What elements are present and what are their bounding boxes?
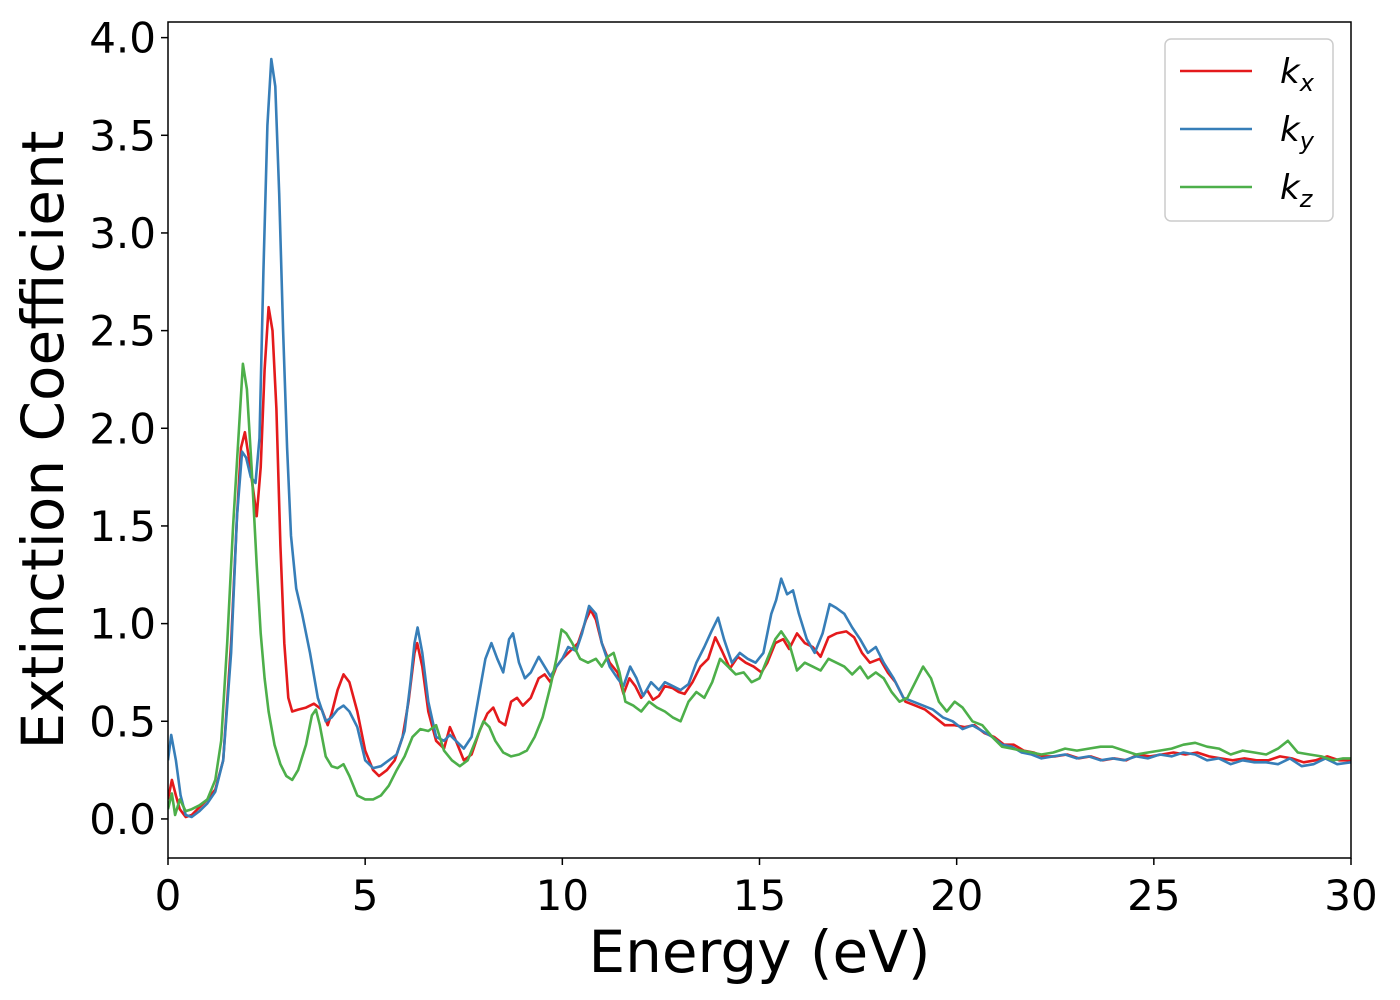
y-tick-label: 4.0 xyxy=(89,14,156,63)
series-line-kz xyxy=(168,362,1351,817)
y-tick-label: 3.0 xyxy=(89,209,156,258)
series-line-kx xyxy=(168,305,1351,819)
legend-label-kz: kz xyxy=(1280,168,1314,213)
x-tick-label: 15 xyxy=(733,871,786,920)
legend-label-kx: kx xyxy=(1280,52,1315,97)
y-tick-label: 3.5 xyxy=(89,111,156,160)
y-tick-label: 2.5 xyxy=(89,307,156,356)
y-tick-label: 1.0 xyxy=(89,600,156,649)
x-tick-label: 20 xyxy=(930,871,983,920)
y-tick-label: 0.0 xyxy=(89,795,156,844)
x-tick-label: 10 xyxy=(536,871,589,920)
y-axis-title: Extinction Coefficient xyxy=(9,131,77,750)
legend-label-ky: ky xyxy=(1280,110,1315,155)
x-tick-label: 5 xyxy=(352,871,379,920)
x-tick-label: 25 xyxy=(1127,871,1180,920)
series-line-ky xyxy=(168,57,1351,819)
x-axis-title: Energy (eV) xyxy=(588,918,930,986)
x-tick-label: 30 xyxy=(1324,871,1377,920)
legend: kx ky kz xyxy=(1164,38,1334,222)
y-tick-label: 0.5 xyxy=(89,697,156,746)
y-axis: 0.0 0.5 1.0 1.5 2.0 2.5 3.0 3.5 4.0 xyxy=(89,14,168,844)
x-axis: 0 5 10 15 20 25 30 xyxy=(155,858,1378,920)
x-tick-label: 0 xyxy=(155,871,182,920)
y-tick-label: 1.5 xyxy=(89,502,156,551)
y-tick-label: 2.0 xyxy=(89,404,156,453)
